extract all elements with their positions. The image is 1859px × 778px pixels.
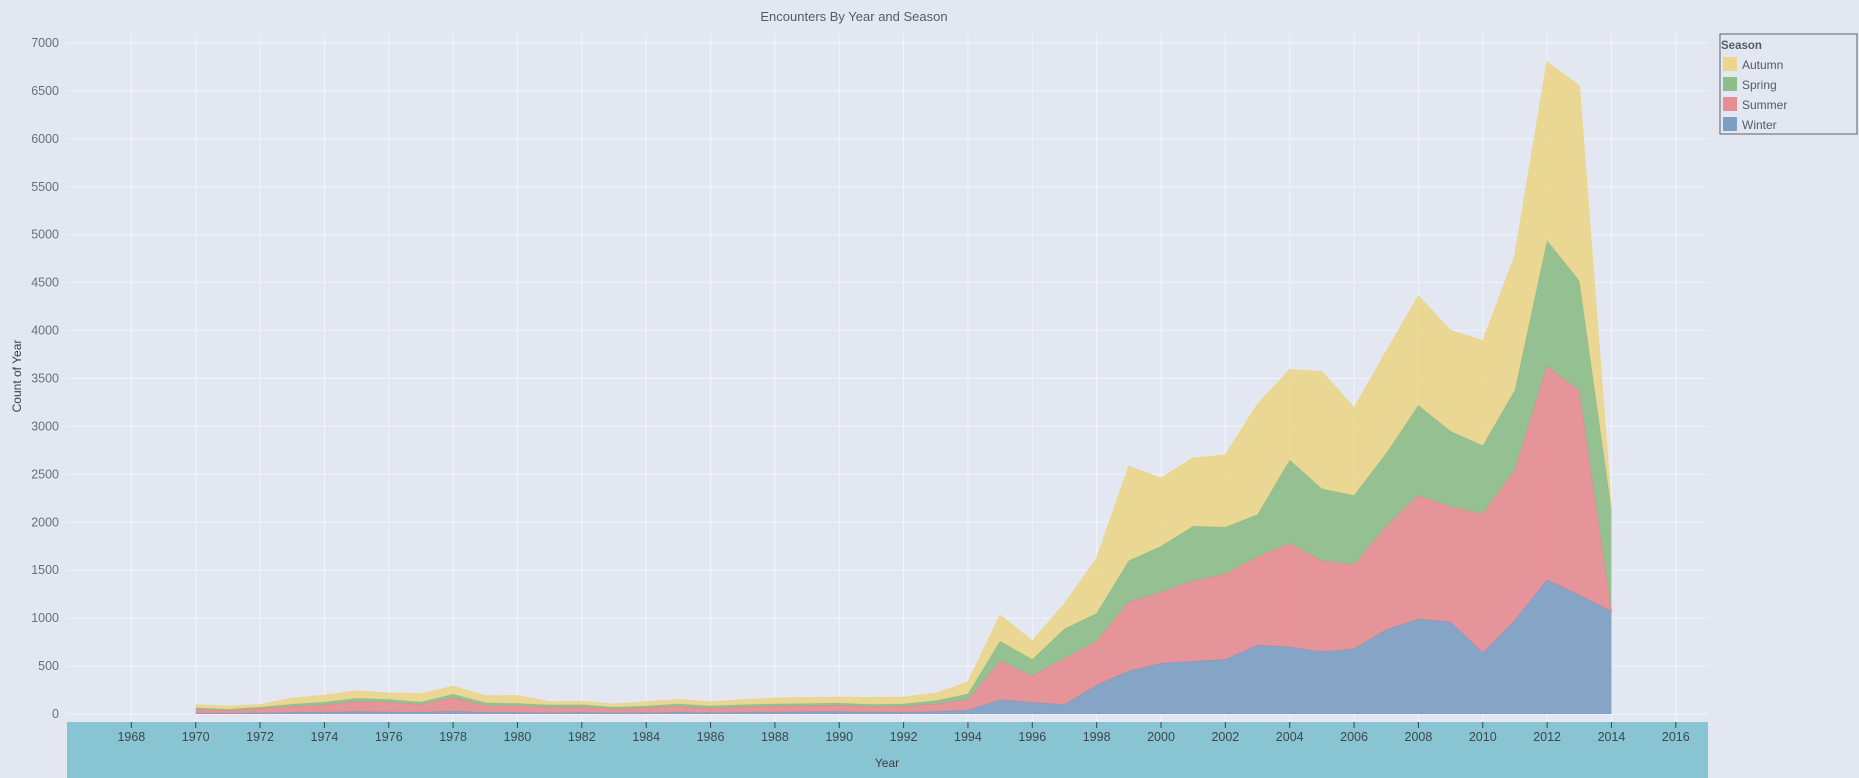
y-tick-label: 4000: [31, 324, 59, 338]
y-tick-label: 3000: [31, 419, 59, 433]
x-tick-label: 1988: [761, 730, 789, 744]
x-tick-label: 1982: [568, 730, 596, 744]
y-tick-label: 4500: [31, 276, 59, 290]
x-tick-label: 2014: [1598, 730, 1626, 744]
series-area-winter[interactable]: [195, 579, 1612, 714]
x-tick-label: 1980: [504, 730, 532, 744]
legend-item-autumn[interactable]: Autumn: [1723, 57, 1783, 72]
y-tick-label: 500: [38, 659, 59, 673]
x-tick-label: 2000: [1147, 730, 1175, 744]
x-tick-label: 1994: [954, 730, 982, 744]
x-axis-band: [67, 722, 1708, 778]
x-tick-label: 2004: [1276, 730, 1304, 744]
legend-box: [1719, 33, 1858, 135]
series-area-summer[interactable]: [195, 366, 1612, 714]
legend-swatch: [1723, 117, 1737, 131]
x-axis: 1968 1970 1972 1974 1976 1978 1980 1982 1984 1986…: [117, 722, 1690, 744]
y-tick-label: 2000: [31, 515, 59, 529]
legend-swatch: [1723, 57, 1737, 71]
x-tick-label: 1984: [632, 730, 660, 744]
legend[interactable]: Season Autumn Spring Summer Winter: [1719, 33, 1858, 135]
x-tick-label: 1996: [1018, 730, 1046, 744]
legend-swatch: [1723, 77, 1737, 91]
legend-label: Spring: [1742, 78, 1777, 92]
legend-label: Winter: [1742, 118, 1777, 132]
x-tick-label: 2010: [1469, 730, 1497, 744]
y-tick-label: 5000: [31, 228, 59, 242]
area-series: [195, 61, 1613, 714]
x-tick-label: 2016: [1662, 730, 1690, 744]
legend-title: Season: [1721, 40, 1762, 52]
y-axis: 0 500 1000 1500 2000 2500 3000 3500 4000 4500 5000…: [31, 36, 59, 721]
x-tick-label: 1970: [182, 730, 210, 744]
legend-item-spring[interactable]: Spring: [1723, 77, 1777, 92]
y-tick-label: 7000: [31, 36, 59, 50]
legend-swatch: [1723, 97, 1737, 111]
legend-item-summer[interactable]: Summer: [1723, 97, 1787, 112]
x-tick-label: 2008: [1405, 730, 1433, 744]
y-tick-label: 6500: [31, 84, 59, 98]
x-tick-label: 1974: [311, 730, 339, 744]
legend-item-winter[interactable]: Winter: [1723, 117, 1777, 132]
y-tick-label: 6000: [31, 132, 59, 146]
y-tick-label: 0: [52, 707, 59, 721]
x-tick-label: 1986: [697, 730, 725, 744]
y-tick-label: 1000: [31, 611, 59, 625]
x-tick-label: 1972: [246, 730, 274, 744]
x-tick-label: 1978: [439, 730, 467, 744]
series-line-autumn: [195, 61, 1613, 707]
chart-title: Encounters By Year and Season: [760, 9, 947, 24]
x-tick-label: 2002: [1211, 730, 1239, 744]
x-tick-label: 1968: [117, 730, 145, 744]
x-tick-label: 2012: [1533, 730, 1561, 744]
y-tick-label: 1500: [31, 563, 59, 577]
y-tick-label: 3500: [31, 372, 59, 386]
y-axis-label: Count of Year: [10, 340, 24, 413]
y-tick-label: 2500: [31, 467, 59, 481]
x-tick-label: 1990: [825, 730, 853, 744]
y-tick-label: 5500: [31, 180, 59, 194]
legend-label: Autumn: [1742, 58, 1783, 72]
x-tick-label: 1976: [375, 730, 403, 744]
x-tick-label: 1992: [890, 730, 918, 744]
x-tick-label: 2006: [1340, 730, 1368, 744]
series-area-autumn[interactable]: [195, 62, 1612, 710]
legend-label: Summer: [1742, 98, 1787, 112]
x-axis-label: Year: [875, 756, 899, 770]
x-tick-label: 1998: [1083, 730, 1111, 744]
